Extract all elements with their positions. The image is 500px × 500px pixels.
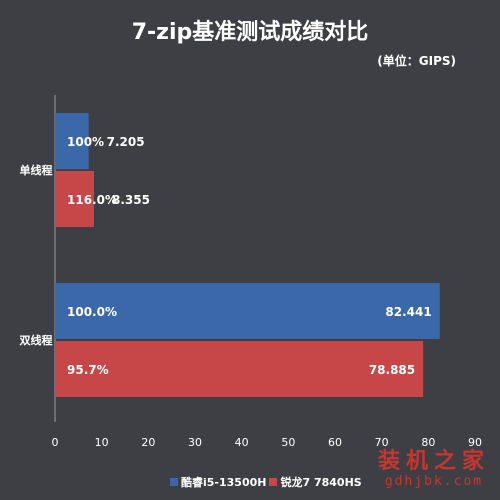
x-tick-label-6: 60 [328,436,342,449]
x-tick-label-0: 0 [52,436,59,449]
x-tick-label-2: 20 [141,436,155,449]
legend-label-amd: 锐龙7 7840HS [280,476,362,489]
x-tick-label-1: 10 [95,436,109,449]
bar-inner-label-1-1: 95.7% [67,363,109,377]
watermark-url: gdhjbk.com [384,474,484,489]
bar-value-label-1-0: 8.355 [112,193,150,207]
legend-swatch-amd [269,478,278,486]
legend-label-intel: 酷睿i5-13500H [181,476,267,489]
x-tick-label-5: 50 [281,436,295,449]
chart-title: 7-zip基准测试成绩对比 [131,20,369,45]
bar-amd-1 [55,341,424,397]
bar-value-label-1-1: 78.885 [369,363,415,377]
watermark-text: 装机之家 [377,448,490,474]
legend: 酷睿i5-13500H 锐龙7 7840HS [170,474,362,490]
bar-inner-label-0-0: 100% [67,135,104,149]
x-tick-label-9: 90 [468,436,482,449]
x-tick-label-7: 70 [375,436,389,449]
bar-amd-0 [55,171,94,227]
x-tick-label-3: 30 [188,436,202,449]
x-tick-label-4: 40 [235,436,249,449]
x-tick-label-8: 80 [421,436,435,449]
legend-swatch-intel [170,478,178,486]
category-label-1: 双线程 [20,333,53,347]
bar-value-label-0-0: 7.205 [107,135,145,149]
category-label-0: 单线程 [20,163,53,177]
bar-value-label-0-1: 82.441 [385,305,431,319]
watermark-logo: 装机之家 gdhjbk.com [378,448,490,490]
unit-note: (单位：GIPS) [377,54,456,68]
bar-inner-label-0-1: 100.0% [67,305,117,319]
bar-inner-label-1-0: 116.0% [67,193,117,207]
bar-intel-0 [55,113,89,169]
bar-intel-1 [55,283,440,339]
